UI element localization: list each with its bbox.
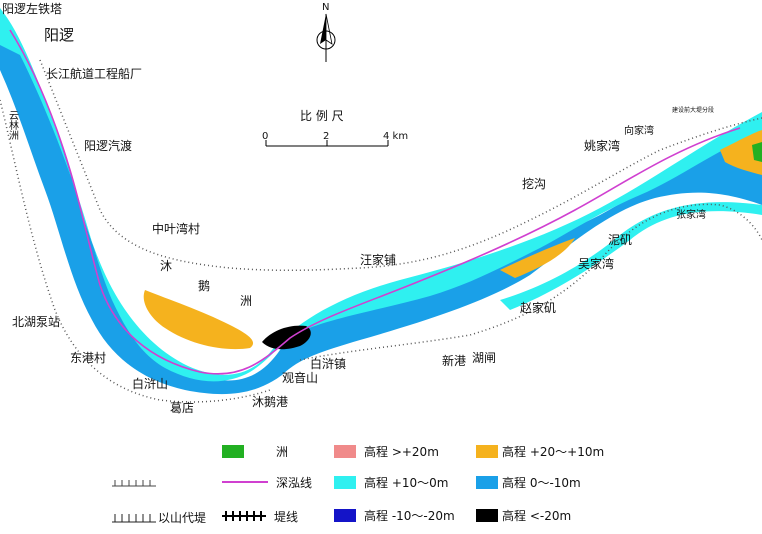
label-bridge-note: 建设前大堤分段 (672, 106, 714, 114)
label-xiangjiawan: 向家湾 (624, 124, 654, 137)
label-muegang: 沐鹅港 (252, 395, 288, 409)
legend-swatch-e1 (334, 445, 356, 458)
legend-label-e4: 高程 +20～+10m (502, 444, 604, 459)
legend-label-levee: 堤线 (274, 510, 298, 524)
legend-label-e5: 高程 0～-10m (502, 475, 581, 490)
label-guanyinshan: 观音山 (282, 370, 318, 385)
label-niji: 泥矶 (608, 233, 632, 247)
bar-east (720, 130, 762, 175)
levee-south (0, 99, 762, 403)
legend-swatch-levee (222, 511, 266, 521)
scour-hole (262, 325, 311, 350)
scale-title: 比 例 尺 (300, 109, 344, 123)
label-yangluo-tower: 阳逻左铁塔 (2, 1, 62, 16)
label-zhangjiawan: 张家湾 (676, 208, 706, 221)
north-arrow-icon: N (316, 2, 336, 62)
legend: 洲 高程 >+20m 高程 +20～+10m 深泓线 高程 +10～0m 高程 … (112, 444, 604, 525)
legend-label-e2: 高程 +10～0m (364, 475, 448, 490)
label-shipyard: 长江航道工程船厂 (46, 66, 142, 81)
label-yunlinzhou: 云林洲 (7, 110, 19, 140)
label-yangluo: 阳逻 (44, 26, 74, 44)
label-yangluo-ferry: 阳逻汽渡 (84, 138, 132, 153)
bar-south-small (500, 238, 575, 278)
label-zhaojiaji: 赵家矶 (520, 300, 556, 315)
legend-label-zhou: 洲 (276, 445, 288, 459)
scale-tick-0: 0 (262, 131, 268, 142)
label-baixushan: 白浒山 (132, 376, 168, 391)
scale-tick-4: 4 km (383, 131, 408, 142)
label-e: 鹅 (198, 279, 210, 293)
label-beihu: 北湖泵站 (12, 314, 60, 329)
label-yaojiawan: 姚家湾 (584, 138, 620, 153)
levee-north (39, 59, 762, 272)
island-zhou (752, 142, 762, 162)
legend-swatch-e3 (334, 509, 356, 522)
label-zhou: 洲 (240, 294, 252, 308)
label-wujiawan: 吴家湾 (578, 256, 614, 271)
legend-swatch-hill-levee (112, 514, 156, 523)
label-donggang: 东港村 (70, 351, 106, 365)
label-baixuzhen: 白浒镇 (310, 356, 346, 371)
legend-label-e3: 高程 -10～-20m (364, 508, 455, 523)
label-huzha: 湖闸 (472, 350, 496, 365)
river-band-0-to-minus10 (0, 14, 762, 395)
legend-label-hill-levee: 以山代堤 (158, 511, 206, 525)
river-band-10-to-0-south (500, 202, 762, 310)
legend-swatch-e2 (334, 476, 356, 489)
legend-label-thalweg: 深泓线 (276, 476, 312, 490)
legend-swatch-e5 (476, 476, 498, 489)
legend-swatch-e6 (476, 509, 498, 522)
bar-muezhou (143, 290, 254, 350)
thalweg-line (9, 29, 741, 375)
label-gedian: 葛店 (170, 401, 194, 415)
label-xingang: 新港 (442, 353, 466, 368)
legend-label-e6: 高程 <-20m (502, 508, 571, 523)
legend-label-e1: 高程 >+20m (364, 444, 439, 459)
label-wangjiapu: 汪家铺 (360, 252, 396, 267)
north-label: N (322, 2, 329, 13)
legend-swatch-e4 (476, 445, 498, 458)
scale-tick-2: 2 (323, 131, 329, 142)
label-wagou: 挖沟 (522, 176, 546, 191)
river-band-10-to-0 (0, 8, 762, 382)
legend-swatch-zhou (222, 445, 244, 458)
legend-swatch-hill-levee-blank (112, 480, 156, 487)
scale-bar: 比 例 尺 0 2 4 km (262, 109, 408, 147)
label-mu: 沐 (160, 259, 172, 273)
label-zhongyewan: 中叶湾村 (152, 221, 200, 236)
